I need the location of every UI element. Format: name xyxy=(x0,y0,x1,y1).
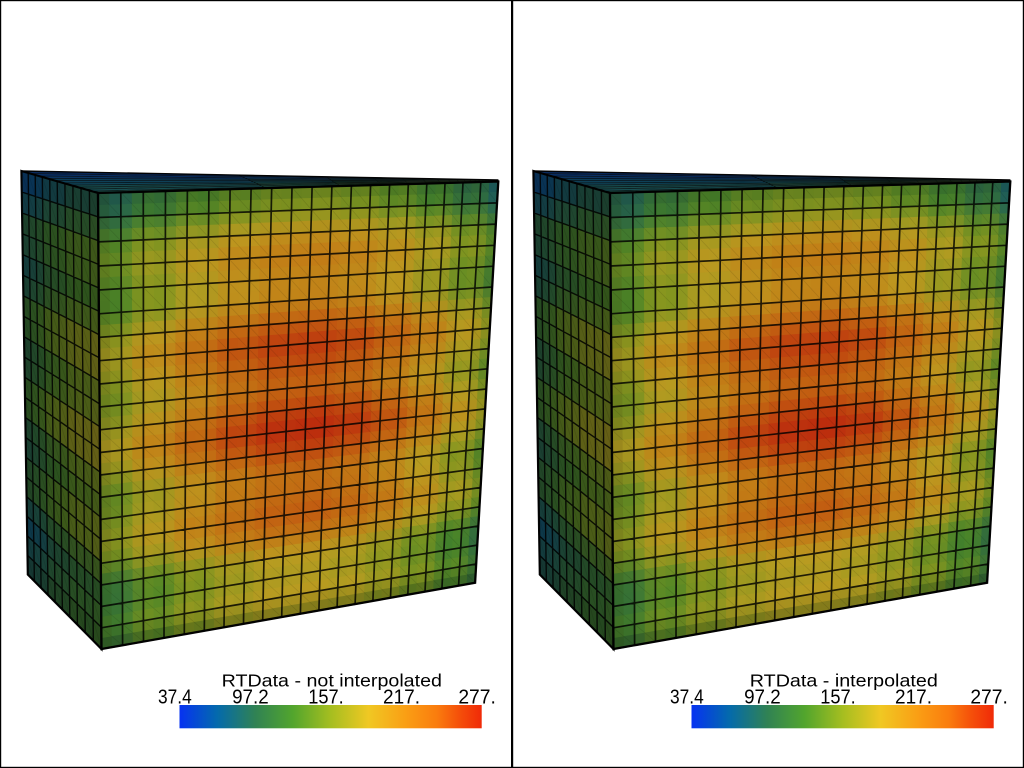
svg-text:217.: 217. xyxy=(895,685,932,708)
svg-text:157.: 157. xyxy=(308,685,344,708)
svg-text:277.: 277. xyxy=(458,685,496,708)
svg-text:277.: 277. xyxy=(970,685,1008,708)
svg-text:37.4: 37.4 xyxy=(158,685,192,708)
svg-text:RTData - not interpolated: RTData - not interpolated xyxy=(222,671,442,691)
svg-text:217.: 217. xyxy=(383,685,420,708)
svg-text:97.2: 97.2 xyxy=(232,685,269,708)
svg-text:37.4: 37.4 xyxy=(670,685,704,708)
svg-text:97.2: 97.2 xyxy=(744,685,781,708)
svg-text:RTData - interpolated: RTData - interpolated xyxy=(750,671,938,691)
svg-text:157.: 157. xyxy=(820,685,856,708)
